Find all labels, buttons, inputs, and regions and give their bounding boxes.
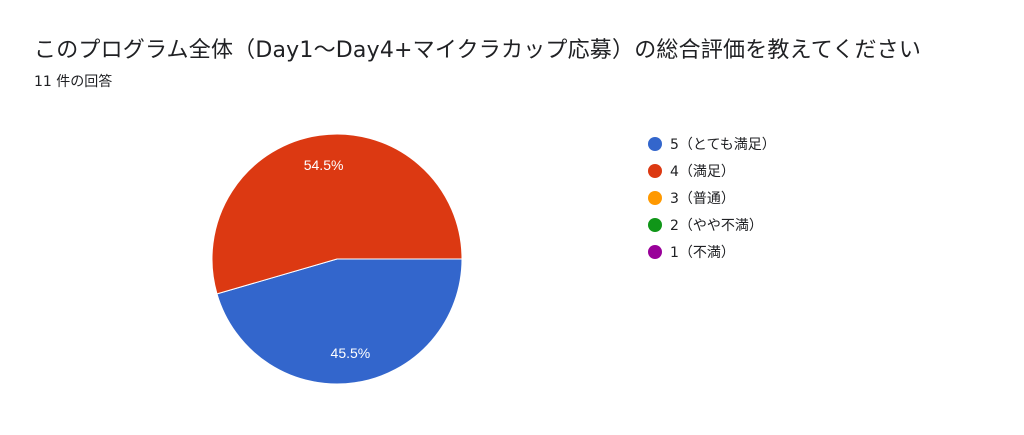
pie-slice-label: 45.5% xyxy=(331,345,371,361)
chart-title: このプログラム全体（Day1〜Day4+マイクラカップ応募）の総合評価を教えてく… xyxy=(34,38,922,63)
legend-label: 2（やや不満） xyxy=(670,217,763,234)
legend-swatch-3 xyxy=(648,190,662,205)
pie-labels: 45.5% 54.5% xyxy=(304,157,371,361)
legend-item[interactable]: 3（普通） xyxy=(648,184,776,211)
pie-slice[interactable] xyxy=(216,258,463,385)
legend-swatch-2 xyxy=(648,217,662,232)
legend-swatch-5 xyxy=(648,136,662,151)
pie-slices xyxy=(211,133,463,385)
legend-swatch-1 xyxy=(648,244,662,259)
legend-label: 4（満足） xyxy=(670,163,735,180)
legend: 5（とても満足） 4（満足） 3（普通） 2（やや不満） 1（不満） xyxy=(648,130,776,265)
legend-label: 1（不満） xyxy=(670,244,735,261)
legend-label: 5（とても満足） xyxy=(670,136,776,153)
legend-item[interactable]: 2（やや不満） xyxy=(648,211,776,238)
legend-label: 3（普通） xyxy=(670,190,735,207)
legend-item[interactable]: 5（とても満足） xyxy=(648,130,776,157)
pie-slice[interactable] xyxy=(211,133,463,295)
response-count: 11 件の回答 xyxy=(34,74,113,90)
pie-slice-label: 54.5% xyxy=(304,157,344,173)
legend-item[interactable]: 4（満足） xyxy=(648,157,776,184)
legend-swatch-4 xyxy=(648,163,662,178)
legend-item[interactable]: 1（不満） xyxy=(648,238,776,265)
